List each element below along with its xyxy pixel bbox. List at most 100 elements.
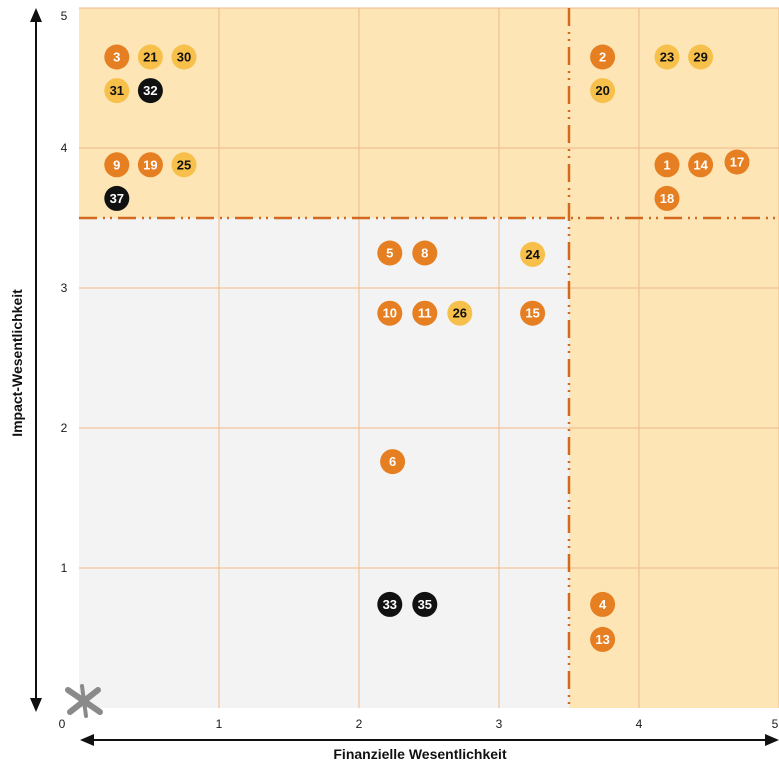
data-point: 10 [377, 300, 403, 326]
data-point-label: 15 [525, 306, 539, 321]
data-point: 6 [380, 449, 406, 475]
data-point-marker [590, 78, 616, 104]
data-point: 17 [724, 149, 750, 175]
data-point-label: 2 [599, 50, 606, 65]
data-point-label: 35 [418, 597, 432, 612]
y-tick-label: 5 [61, 9, 68, 23]
data-point: 25 [171, 152, 197, 178]
highlight-zone-right [569, 218, 779, 708]
data-point: 15 [520, 300, 546, 326]
data-point: 5 [377, 240, 403, 266]
chart-zones [79, 8, 779, 708]
data-point: 11 [412, 300, 438, 326]
x-tick-label: 5 [772, 717, 779, 731]
y-tick-label: 1 [61, 561, 68, 575]
data-point-marker [377, 240, 403, 266]
data-point: 20 [590, 78, 616, 104]
y-tick-label: 2 [61, 421, 68, 435]
data-point-label: 11 [418, 306, 432, 321]
data-point: 30 [171, 44, 197, 70]
data-point: 3 [104, 44, 130, 70]
chart-points: 3 21 30 31 32 9 19 25 37 2 20 23 29 1 14 17 18 5 8 24 10 11 26… [104, 44, 750, 652]
data-point: 31 [104, 78, 130, 104]
data-point-marker [412, 591, 438, 617]
data-point: 35 [412, 591, 438, 617]
data-point-marker [137, 78, 163, 104]
data-point-label: 6 [389, 454, 396, 469]
data-point-label: 1 [663, 157, 670, 172]
data-point-label: 14 [693, 157, 708, 172]
data-point: 18 [654, 185, 680, 211]
logo-icon [65, 684, 103, 718]
data-point-label: 31 [110, 83, 124, 98]
data-point-label: 26 [453, 306, 467, 321]
data-point-marker [377, 300, 403, 326]
data-point-marker [137, 152, 163, 178]
data-point: 21 [137, 44, 163, 70]
data-point-label: 3 [113, 50, 120, 65]
data-point: 24 [520, 241, 546, 267]
data-point-label: 37 [110, 191, 124, 206]
data-point-marker [104, 44, 130, 70]
data-point-label: 13 [595, 632, 609, 647]
data-point-label: 10 [383, 306, 397, 321]
data-point-marker [590, 44, 616, 70]
data-point-marker [520, 300, 546, 326]
data-point: 8 [412, 240, 438, 266]
x-tick-label: 2 [356, 717, 363, 731]
x-axis-title: Finanzielle Wesentlichkeit [333, 746, 507, 762]
data-point-marker [520, 241, 546, 267]
data-point-label: 9 [113, 157, 120, 172]
y-tick-label: 3 [61, 281, 68, 295]
data-point-marker [688, 44, 714, 70]
data-point-marker [447, 300, 473, 326]
y-tick-label: 4 [61, 141, 68, 155]
data-point: 9 [104, 152, 130, 178]
data-point-label: 4 [599, 597, 607, 612]
data-point: 26 [447, 300, 473, 326]
data-point-marker [654, 44, 680, 70]
data-point-label: 33 [383, 597, 397, 612]
x-tick-label: 4 [636, 717, 643, 731]
data-point: 19 [137, 152, 163, 178]
data-point-marker [590, 626, 616, 652]
y-axis-arrow-up [30, 8, 42, 22]
data-point-marker [104, 152, 130, 178]
x-axis-arrow-left [80, 734, 94, 746]
data-point-label: 20 [595, 83, 609, 98]
data-point-label: 25 [177, 157, 191, 172]
data-point-label: 24 [525, 247, 540, 262]
data-point-label: 23 [660, 50, 674, 65]
x-tick-label: 1 [216, 717, 223, 731]
data-point: 29 [688, 44, 714, 70]
x-tick-label: 3 [496, 717, 503, 731]
data-point: 13 [590, 626, 616, 652]
data-point-marker [412, 300, 438, 326]
data-point-marker [654, 152, 680, 178]
data-point-marker [412, 240, 438, 266]
data-point-label: 19 [143, 157, 157, 172]
data-point-marker [137, 44, 163, 70]
data-point-marker [104, 185, 130, 211]
data-point-label: 8 [421, 246, 428, 261]
data-point: 32 [137, 78, 163, 104]
data-point-label: 32 [143, 83, 157, 98]
data-point: 14 [688, 152, 714, 178]
data-point-marker [104, 78, 130, 104]
data-point-label: 21 [143, 50, 157, 65]
data-point-label: 5 [386, 246, 393, 261]
data-point-label: 29 [693, 50, 707, 65]
data-point-marker [688, 152, 714, 178]
data-point-marker [654, 185, 680, 211]
x-tick-label: 0 [59, 717, 66, 731]
data-point-marker [377, 591, 403, 617]
data-point: 37 [104, 185, 130, 211]
chart-grid [79, 7, 779, 708]
data-point-marker [171, 152, 197, 178]
logo-stroke [80, 684, 88, 718]
data-point: 33 [377, 591, 403, 617]
data-point-marker [380, 449, 406, 475]
chart-axes [30, 8, 779, 746]
